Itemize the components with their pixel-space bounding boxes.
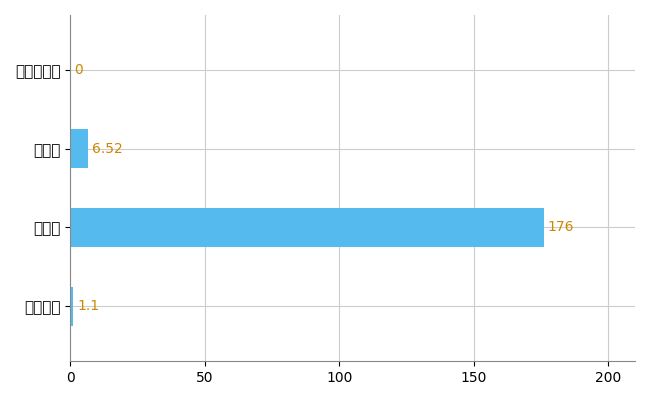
Bar bbox=[70, 208, 543, 247]
Text: 176: 176 bbox=[547, 220, 574, 234]
Text: 0: 0 bbox=[74, 63, 83, 77]
Text: 6.52: 6.52 bbox=[92, 142, 123, 156]
Bar bbox=[70, 286, 73, 326]
Bar bbox=[70, 129, 88, 168]
Text: 1.1: 1.1 bbox=[77, 299, 99, 313]
